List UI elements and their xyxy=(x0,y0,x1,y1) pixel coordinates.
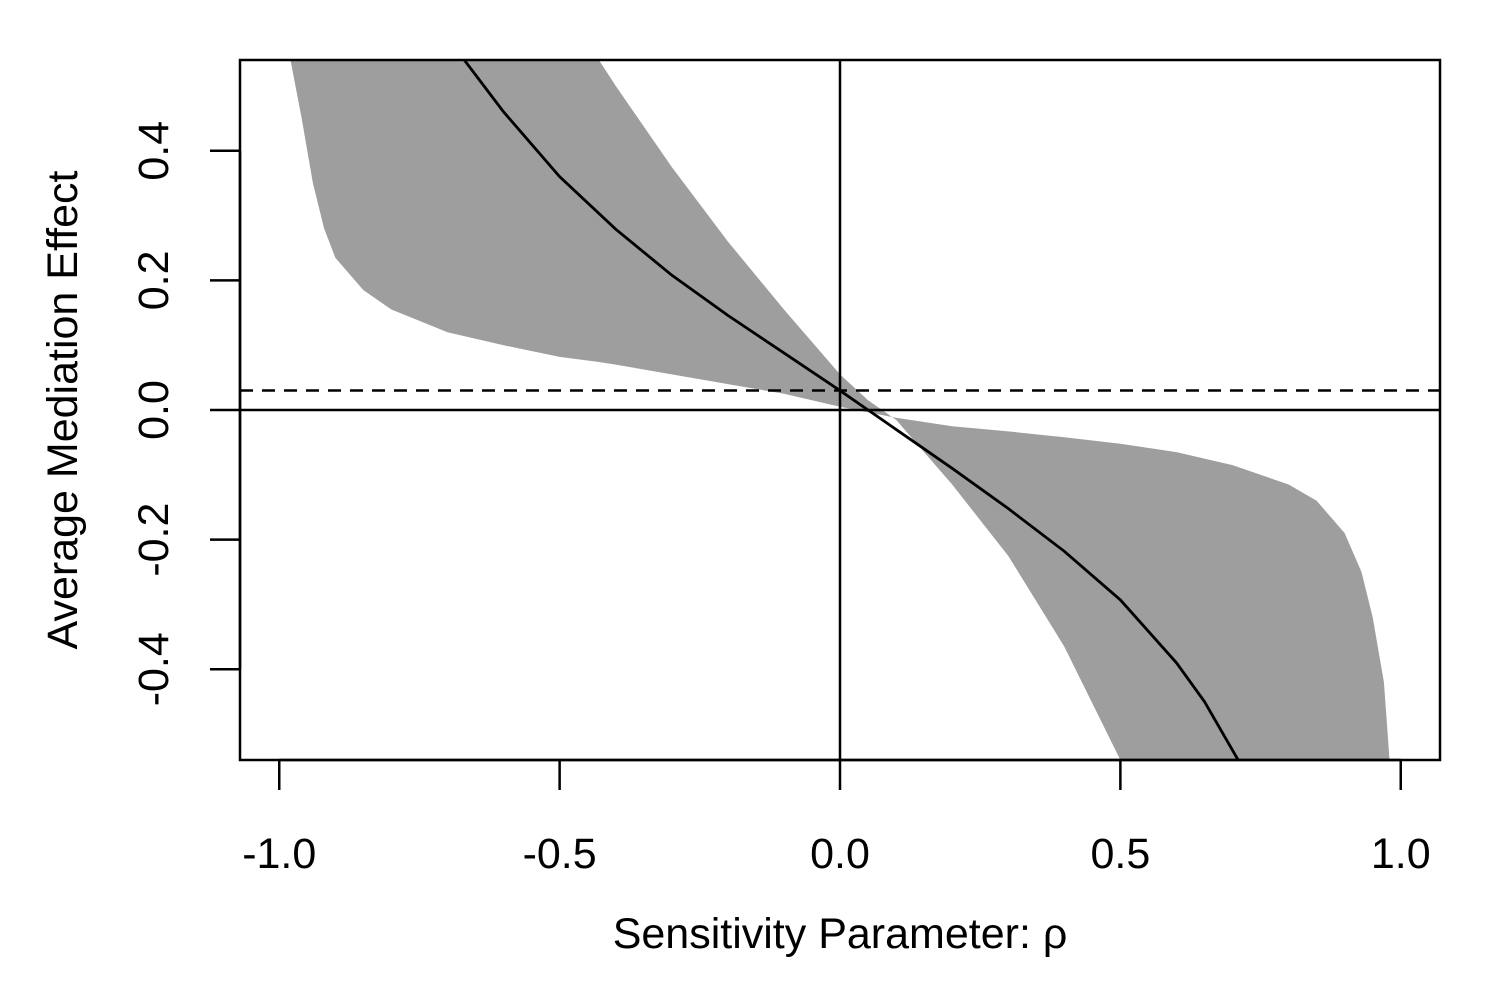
x-tick-label: 0.5 xyxy=(1090,830,1150,878)
y-axis-label: Average Mediation Effect xyxy=(39,171,87,650)
y-tick-label: -0.2 xyxy=(130,503,178,577)
x-tick-label: -1.0 xyxy=(242,830,316,878)
confidence-band xyxy=(290,60,1390,760)
axes-layer: -1.0 -0.5 0.0 0.5 1.0 -0.4 -0.2 0.0 0.2 0.4 xyxy=(130,121,1431,878)
x-axis-label: Sensitivity Parameter: ρ xyxy=(613,910,1068,958)
estimate-line xyxy=(463,60,1240,760)
confidence-band-layer xyxy=(290,60,1390,760)
x-tick-label: -0.5 xyxy=(523,830,597,878)
y-tick-label: 0.2 xyxy=(130,250,178,310)
estimate-line-layer xyxy=(463,60,1240,760)
y-tick-label: 0.0 xyxy=(130,380,178,440)
x-tick-label: 0.0 xyxy=(810,830,870,878)
y-tick-label: 0.4 xyxy=(130,121,178,181)
x-tick-label: 1.0 xyxy=(1371,830,1431,878)
y-tick-label: -0.4 xyxy=(130,632,178,706)
